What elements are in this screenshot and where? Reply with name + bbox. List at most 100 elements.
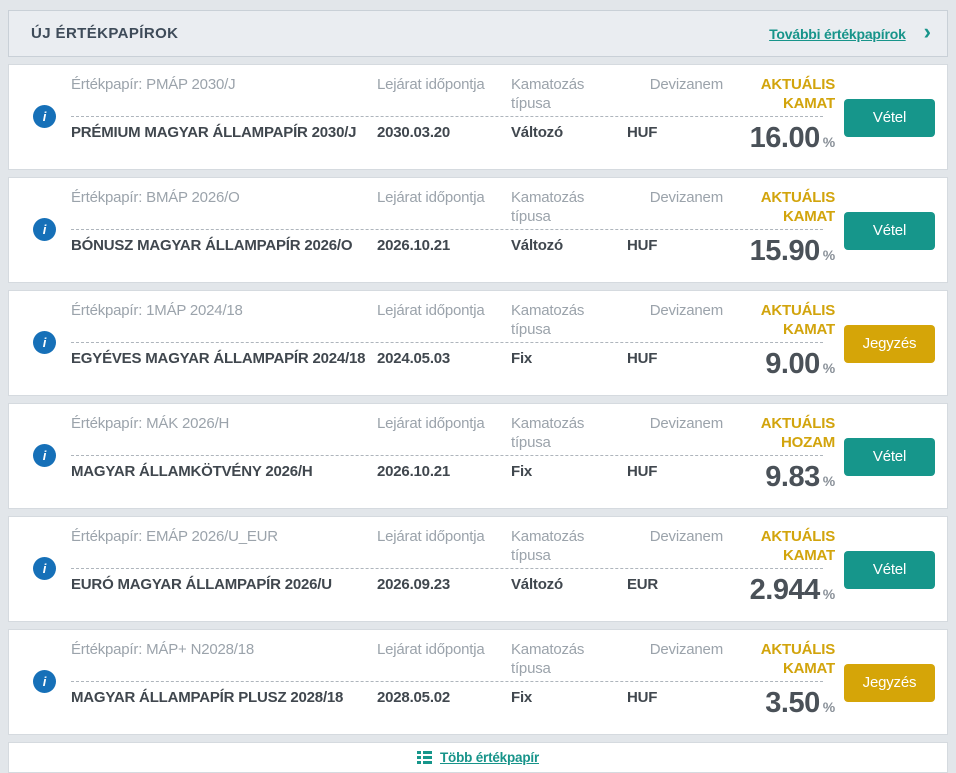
card-header-row: Értékpapír: EMÁP 2026/U_EUR Lejárat időp…: [71, 528, 835, 567]
rate-label: AKTUÁLIS HOZAM: [760, 415, 835, 451]
currency-column-header: Devizanem: [649, 528, 723, 545]
security-label: Értékpapír: BMÁP 2026/O: [71, 189, 240, 206]
card-value-row: EURÓ MAGYAR ÁLLAMPAPÍR 2026/U 2026.09.23…: [71, 574, 835, 611]
card-value-row: MAGYAR ÁLLAMKÖTVÉNY 2026/H 2026.10.21 Fi…: [71, 462, 835, 498]
icon-column: i: [9, 528, 71, 611]
card-content: Értékpapír: MÁP+ N2028/18 Lejárat időpon…: [71, 641, 835, 724]
action-column: Vétel: [823, 189, 935, 272]
info-icon[interactable]: i: [33, 557, 56, 580]
percent-sign: %: [822, 699, 835, 715]
chevron-right-icon[interactable]: ›: [923, 19, 931, 44]
dashed-divider: [71, 568, 823, 569]
new-securities-widget: ÚJ ÉRTÉKPAPÍROK További értékpapírok › i…: [8, 10, 948, 773]
rate-label: AKTUÁLIS KAMAT: [760, 76, 835, 112]
security-card: i Értékpapír: MÁK 2026/H Lejárat időpont…: [8, 403, 948, 509]
panel-title: ÚJ ÉRTÉKPAPÍROK: [31, 25, 179, 42]
interest-type-value: Fix: [511, 689, 533, 706]
currency-column-header: Devizanem: [649, 189, 723, 206]
maturity-column-header: Lejárat időpontja: [377, 528, 485, 545]
currency-column-header: Devizanem: [649, 415, 723, 432]
rate-label: AKTUÁLIS KAMAT: [760, 528, 835, 564]
dashed-divider: [71, 116, 823, 117]
info-icon[interactable]: i: [33, 444, 56, 467]
panel-header-right: További értékpapírok ›: [769, 19, 931, 44]
security-name: MAGYAR ÁLLAMKÖTVÉNY 2026/H: [71, 463, 313, 480]
security-name: MAGYAR ÁLLAMPAPÍR PLUSZ 2028/18: [71, 689, 344, 706]
security-card: i Értékpapír: PMÁP 2030/J Lejárat időpon…: [8, 64, 948, 170]
interest-type-value: Változó: [511, 576, 563, 593]
more-securities-link[interactable]: További értékpapírok: [769, 25, 906, 42]
list-icon[interactable]: [416, 751, 432, 764]
info-icon[interactable]: i: [33, 105, 56, 128]
buy-button[interactable]: Vétel: [844, 550, 935, 589]
icon-column: i: [9, 302, 71, 385]
action-column: Vétel: [823, 528, 935, 611]
maturity-column-header: Lejárat időpontja: [377, 189, 485, 206]
buy-button[interactable]: Vétel: [844, 437, 935, 476]
currency-column-header: Devizanem: [649, 302, 723, 319]
percent-sign: %: [822, 473, 835, 489]
info-icon[interactable]: i: [33, 670, 56, 693]
subscribe-button[interactable]: Jegyzés: [844, 663, 935, 702]
maturity-column-header: Lejárat időpontja: [377, 641, 485, 658]
buy-button[interactable]: Vétel: [844, 98, 935, 137]
card-content: Értékpapír: PMÁP 2030/J Lejárat időpontj…: [71, 76, 835, 159]
buy-button[interactable]: Vétel: [844, 211, 935, 250]
dashed-divider: [71, 342, 823, 343]
rate-value: 3.50%: [731, 688, 835, 718]
maturity-value: 2026.10.21: [377, 463, 451, 480]
icon-column: i: [9, 189, 71, 272]
card-content: Értékpapír: EMÁP 2026/U_EUR Lejárat időp…: [71, 528, 835, 611]
info-icon[interactable]: i: [33, 331, 56, 354]
card-header-row: Értékpapír: MÁK 2026/H Lejárat időpontja…: [71, 415, 835, 454]
percent-sign: %: [822, 360, 835, 376]
security-name: PRÉMIUM MAGYAR ÁLLAMPAPÍR 2030/J: [71, 124, 357, 141]
rate-number: 3.50: [765, 687, 820, 719]
action-column: Jegyzés: [823, 641, 935, 724]
dashed-divider: [71, 681, 823, 682]
card-header-row: Értékpapír: BMÁP 2026/O Lejárat időpontj…: [71, 189, 835, 228]
security-label: Értékpapír: MÁK 2026/H: [71, 415, 230, 432]
maturity-value: 2024.05.03: [377, 350, 451, 367]
maturity-column-header: Lejárat időpontja: [377, 415, 485, 432]
currency-column-header: Devizanem: [649, 641, 723, 658]
interest-type-column-header: Kamatozás típusa: [511, 189, 585, 225]
maturity-value: 2026.10.21: [377, 237, 451, 254]
action-column: Vétel: [823, 76, 935, 159]
icon-column: i: [9, 76, 71, 159]
more-securities-footer-link[interactable]: Több értékpapír: [439, 750, 539, 765]
currency-value: HUF: [627, 124, 658, 141]
rate-value: 9.83%: [731, 462, 835, 492]
icon-column: i: [9, 415, 71, 498]
action-column: Vétel: [823, 415, 935, 498]
security-card: i Értékpapír: 1MÁP 2024/18 Lejárat időpo…: [8, 290, 948, 396]
rate-number: 16.00: [749, 122, 821, 154]
maturity-column-header: Lejárat időpontja: [377, 302, 485, 319]
panel-header: ÚJ ÉRTÉKPAPÍROK További értékpapírok ›: [8, 10, 948, 57]
security-label: Értékpapír: MÁP+ N2028/18: [71, 641, 255, 658]
dashed-divider: [71, 229, 823, 230]
icon-column: i: [9, 641, 71, 724]
rate-number: 2.944: [749, 574, 821, 606]
subscribe-button[interactable]: Jegyzés: [844, 324, 935, 363]
interest-type-value: Fix: [511, 350, 533, 367]
card-content: Értékpapír: 1MÁP 2024/18 Lejárat időpont…: [71, 302, 835, 385]
currency-value: HUF: [627, 237, 658, 254]
interest-type-column-header: Kamatozás típusa: [511, 415, 585, 451]
currency-value: EUR: [627, 576, 659, 593]
interest-type-value: Fix: [511, 463, 533, 480]
info-icon[interactable]: i: [33, 218, 56, 241]
currency-value: HUF: [627, 689, 658, 706]
rate-number: 9.83: [765, 461, 820, 493]
card-value-row: EGYÉVES MAGYAR ÁLLAMPAPÍR 2024/18 2024.0…: [71, 349, 835, 385]
security-card: i Értékpapír: BMÁP 2026/O Lejárat időpon…: [8, 177, 948, 283]
security-label: Értékpapír: EMÁP 2026/U_EUR: [71, 528, 278, 545]
card-header-row: Értékpapír: MÁP+ N2028/18 Lejárat időpon…: [71, 641, 835, 680]
card-content: Értékpapír: MÁK 2026/H Lejárat időpontja…: [71, 415, 835, 498]
percent-sign: %: [822, 247, 835, 263]
security-name: BÓNUSZ MAGYAR ÁLLAMPAPÍR 2026/O: [71, 237, 353, 254]
interest-type-column-header: Kamatozás típusa: [511, 76, 585, 112]
card-content: Értékpapír: BMÁP 2026/O Lejárat időpontj…: [71, 189, 835, 272]
interest-type-column-header: Kamatozás típusa: [511, 528, 585, 564]
rate-value: 16.00%: [731, 122, 836, 154]
